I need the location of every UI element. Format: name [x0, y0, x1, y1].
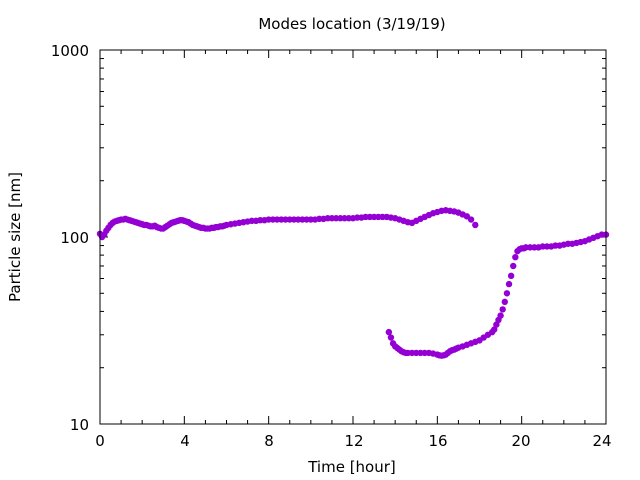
data-point [472, 221, 479, 229]
data-point [499, 306, 506, 313]
data-point [501, 298, 508, 306]
y-tick-label-100: 100 [60, 229, 89, 247]
x-tick-label-20: 20 [511, 432, 530, 450]
data-point [503, 290, 511, 297]
y-tick-label-1000: 1000 [51, 42, 89, 60]
data-point [507, 272, 515, 280]
data-points [96, 207, 610, 359]
data-point [385, 328, 393, 336]
y-tick-label-10: 10 [70, 416, 89, 434]
data-point [512, 253, 519, 261]
data-point [387, 334, 395, 341]
data-point [491, 326, 498, 333]
x-tick-label-24: 24 [592, 432, 611, 450]
x-tick-label-8: 8 [264, 432, 274, 450]
series-1 [96, 207, 479, 241]
x-axis-label: Time [hour] [307, 458, 396, 476]
chart-title: Modes location (3/19/19) [258, 15, 445, 33]
data-point [467, 216, 475, 223]
y-axis-label: Particle size [nm] [6, 172, 24, 302]
x-tick-labels: 0 4 8 12 16 20 24 [95, 432, 611, 450]
plot-frame [99, 49, 607, 425]
x-tick-label-16: 16 [428, 432, 447, 450]
data-point [497, 312, 504, 319]
x-tick-label-0: 0 [95, 432, 105, 450]
x-tick-label-4: 4 [180, 432, 190, 450]
x-tick-label-12: 12 [344, 432, 363, 450]
data-point [505, 280, 513, 288]
y-tick-labels: 1000 100 10 [51, 42, 89, 434]
series-2 [385, 231, 610, 359]
data-point [510, 262, 517, 270]
